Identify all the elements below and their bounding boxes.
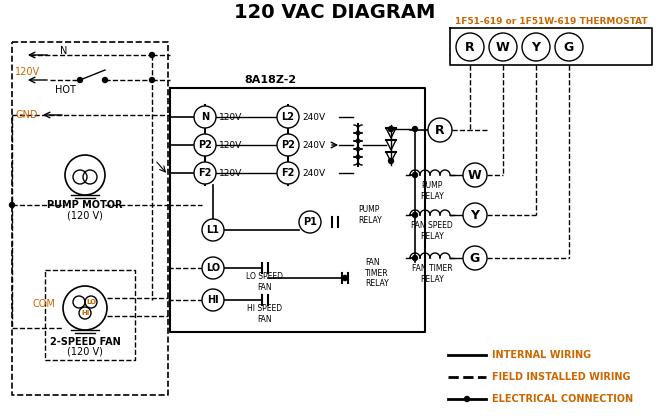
Text: F2: F2 [281,168,295,178]
Text: R: R [436,124,445,137]
Text: FAN
TIMER
RELAY: FAN TIMER RELAY [365,258,389,288]
Circle shape [456,33,484,61]
Circle shape [9,202,15,207]
Circle shape [522,33,550,61]
Text: Y: Y [531,41,541,54]
Text: 240V: 240V [302,168,325,178]
Text: L2: L2 [281,112,295,122]
Text: COM: COM [32,299,55,309]
Text: FIELD INSTALLED WIRING: FIELD INSTALLED WIRING [492,372,630,382]
Circle shape [194,134,216,156]
Circle shape [413,127,417,132]
Text: L1: L1 [206,225,220,235]
Text: LO SPEED
FAN: LO SPEED FAN [247,272,283,292]
Text: 8A18Z-2: 8A18Z-2 [244,75,296,85]
Circle shape [277,162,299,184]
Circle shape [413,173,417,178]
Text: N: N [201,112,209,122]
Circle shape [78,78,82,83]
Text: W: W [468,168,482,181]
Text: 120V: 120V [219,168,243,178]
Text: 120V: 120V [15,67,40,77]
Circle shape [389,158,393,163]
Text: HOT: HOT [55,85,76,95]
Circle shape [103,78,107,83]
Text: P2: P2 [198,140,212,150]
Text: 240V: 240V [302,112,325,122]
Circle shape [413,212,417,217]
Circle shape [202,257,224,279]
Text: ELECTRICAL CONNECTION: ELECTRICAL CONNECTION [492,394,633,404]
Circle shape [413,256,417,261]
Text: FAN TIMER
RELAY: FAN TIMER RELAY [411,264,452,284]
Circle shape [202,219,224,241]
Text: G: G [470,251,480,264]
Text: (120 V): (120 V) [67,210,103,220]
Text: N: N [60,46,68,56]
Circle shape [194,106,216,128]
Text: P1: P1 [303,217,317,227]
Circle shape [463,203,487,227]
Text: 1F51-619 or 1F51W-619 THERMOSTAT: 1F51-619 or 1F51W-619 THERMOSTAT [455,16,647,26]
Circle shape [389,127,393,132]
Text: R: R [465,41,475,54]
Circle shape [149,52,155,57]
Text: HI: HI [81,310,89,316]
Circle shape [277,134,299,156]
Circle shape [428,118,452,142]
Text: PUMP MOTOR: PUMP MOTOR [48,200,123,210]
Text: (120 V): (120 V) [67,347,103,357]
Text: FAN SPEED
RELAY: FAN SPEED RELAY [411,221,453,241]
Circle shape [194,162,216,184]
Text: 2-SPEED FAN: 2-SPEED FAN [50,337,121,347]
Text: PUMP
RELAY: PUMP RELAY [358,205,382,225]
Circle shape [149,78,155,83]
Circle shape [489,33,517,61]
Text: HI: HI [207,295,219,305]
Circle shape [463,246,487,270]
Text: F2: F2 [198,168,212,178]
Circle shape [277,106,299,128]
Text: 240V: 240V [302,140,325,150]
Circle shape [299,211,321,233]
Text: 120V: 120V [219,140,243,150]
Circle shape [464,396,470,401]
Text: PUMP
RELAY: PUMP RELAY [420,181,444,201]
Circle shape [555,33,583,61]
Circle shape [463,163,487,187]
Circle shape [202,289,224,311]
Text: INTERNAL WIRING: INTERNAL WIRING [492,350,591,360]
Text: W: W [496,41,510,54]
Text: LO: LO [206,263,220,273]
Text: 120V: 120V [219,112,243,122]
Text: HI SPEED
FAN: HI SPEED FAN [247,304,283,324]
Text: Y: Y [470,209,480,222]
Circle shape [342,276,348,280]
Text: LO: LO [86,299,96,305]
Text: G: G [564,41,574,54]
Text: GND: GND [15,110,38,120]
Text: P2: P2 [281,140,295,150]
Text: 120 VAC DIAGRAM: 120 VAC DIAGRAM [234,3,436,21]
